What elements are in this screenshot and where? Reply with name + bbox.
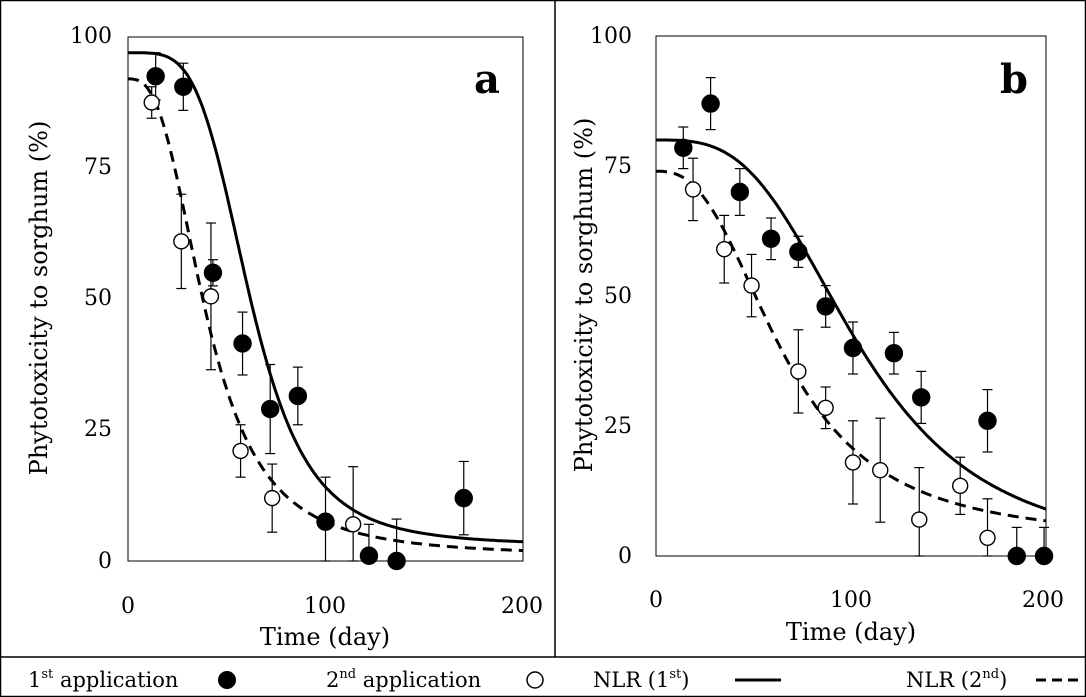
legend-1st-number: 1 — [28, 668, 41, 692]
panel-a-x-axis-title: Time (day) — [260, 623, 390, 651]
panel-b-point-1st-5 — [816, 297, 835, 316]
panel-b-errorbar-2nd-9 — [982, 498, 993, 557]
panel-b: b 0 25 50 75 100 0 100 200 Time (day) Ph… — [570, 24, 1064, 646]
panel-a-point-1st-9 — [454, 488, 473, 508]
panel-a: a 0 25 50 75 100 0 100 200 Time (day) Ph… — [25, 24, 543, 651]
legend-item-nlr-2nd: NLR (2nd) — [906, 667, 1082, 692]
panel-b-point-1st-3 — [761, 229, 781, 249]
svg-text:1st application: 1st application — [28, 667, 178, 692]
panel-b-point-1st-4 — [789, 242, 808, 262]
panel-b-fit-nlr-1st-line — [656, 138, 1047, 511]
legend-nlr2-prefix: NLR (2 — [906, 668, 982, 692]
panel-b-point-2nd-2 — [743, 277, 760, 294]
panel-b-point-2nd-6 — [872, 462, 889, 479]
panel-b-letter: b — [1000, 56, 1028, 103]
panel-b-point-1st-9 — [978, 411, 997, 430]
panel-b-point-2nd-8 — [952, 477, 969, 494]
panel-b-point-1st-2 — [730, 182, 750, 202]
panel-a-point-1st-4 — [261, 399, 280, 419]
panel-a-point-2nd-4 — [263, 489, 281, 507]
panel-a-point-1st-6 — [316, 512, 335, 531]
panel-b-plot-area — [655, 35, 1047, 557]
panel-b-point-2nd-7 — [911, 511, 928, 528]
panel-a-errorbar-2nd-5 — [348, 466, 359, 562]
svg-text:2nd application: 2nd application — [326, 667, 481, 692]
panel-b-point-2nd-4 — [817, 399, 834, 416]
panel-b-point-1st-1 — [701, 94, 720, 113]
legend-2nd-suffix: application — [356, 668, 481, 692]
panel-b-point-2nd-3 — [790, 363, 807, 380]
panel-a-xtick-100: 100 — [304, 594, 346, 619]
panel-b-point-1st-10 — [1007, 546, 1026, 566]
panel-a-point-1st-1 — [174, 77, 193, 96]
legend: 1st application 2nd application NLR (1st… — [28, 667, 1082, 692]
panel-b-marks — [656, 76, 1054, 566]
legend-nlr2-sup: nd — [982, 667, 999, 682]
svg-text:NLR (2nd): NLR (2nd) — [906, 667, 1007, 692]
panel-a-point-1st-5 — [288, 386, 308, 406]
legend-open-circle-icon — [526, 671, 544, 689]
panel-b-xtick-100: 100 — [830, 588, 872, 613]
panel-b-point-1st-0 — [674, 138, 693, 158]
panel-a-point-1st-0 — [146, 67, 165, 86]
panel-a-ytick-50: 50 — [84, 286, 112, 311]
panel-b-xtick-200: 200 — [1022, 588, 1064, 613]
legend-1st-suffix: application — [53, 668, 178, 692]
panel-b-point-2nd-9 — [979, 529, 996, 546]
panel-a-point-2nd-3 — [232, 442, 249, 460]
panel-a-point-2nd-5 — [344, 516, 362, 533]
panel-b-ytick-25: 25 — [604, 414, 632, 439]
legend-1st-sup: st — [41, 667, 54, 682]
panel-b-ytick-50: 50 — [604, 284, 632, 309]
panel-a-marks — [128, 51, 524, 571]
panel-a-xtick-0: 0 — [121, 594, 135, 619]
panel-b-ytick-0: 0 — [618, 544, 632, 569]
panel-a-point-1st-3 — [233, 334, 252, 353]
panel-b-ytick-100: 100 — [590, 24, 632, 49]
legend-2nd-number: 2 — [326, 668, 339, 692]
panel-b-point-1st-7 — [884, 344, 904, 363]
svg-text:NLR (1st): NLR (1st) — [593, 667, 689, 692]
legend-item-1st-application: 1st application — [28, 667, 236, 692]
legend-nlr1-prefix: NLR (1 — [593, 668, 669, 692]
panel-a-ytick-25: 25 — [84, 417, 112, 442]
panel-a-xtick-200: 200 — [501, 594, 543, 619]
panel-b-point-1st-8 — [912, 388, 931, 407]
panel-a-ytick-75: 75 — [84, 155, 112, 180]
panel-b-ytick-75: 75 — [604, 154, 632, 179]
panel-a-point-1st-2 — [203, 263, 223, 282]
panel-a-letter: a — [474, 56, 500, 103]
panel-a-y-axis-title: Phytotoxicity to sorghum (%) — [25, 121, 53, 476]
legend-2nd-sup: nd — [339, 667, 356, 682]
legend-nlr1-suffix: ) — [681, 668, 689, 692]
panel-a-ytick-100: 100 — [70, 24, 112, 49]
panel-b-point-1st-11 — [1034, 546, 1054, 566]
panel-a-point-1st-8 — [387, 551, 406, 571]
panel-b-point-2nd-5 — [844, 454, 862, 471]
panel-b-xtick-0: 0 — [649, 588, 663, 613]
legend-nlr2-suffix: ) — [999, 668, 1007, 692]
panel-b-point-1st-6 — [843, 338, 863, 358]
panel-a-point-2nd-1 — [173, 233, 190, 250]
legend-filled-circle-icon — [218, 671, 236, 689]
legend-nlr1-sup: st — [669, 667, 682, 682]
legend-item-2nd-application: 2nd application — [326, 667, 544, 692]
panel-b-point-2nd-0 — [684, 181, 702, 198]
panel-b-fit-nlr-2nd-line — [656, 169, 1047, 523]
panel-a-point-2nd-2 — [202, 288, 220, 305]
panel-a-point-2nd-0 — [143, 94, 160, 111]
panel-b-point-2nd-1 — [716, 240, 733, 258]
panel-a-ytick-0: 0 — [98, 549, 112, 574]
panel-b-x-axis-title: Time (day) — [786, 618, 916, 646]
panel-b-y-axis-title: Phytotoxicity to sorghum (%) — [570, 118, 598, 473]
legend-item-nlr-1st: NLR (1st) — [593, 667, 781, 692]
panel-a-point-1st-7 — [359, 546, 379, 565]
